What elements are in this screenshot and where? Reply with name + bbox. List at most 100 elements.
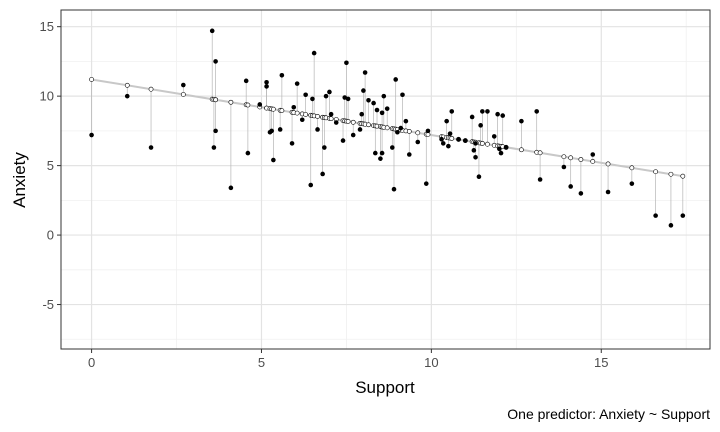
data-point [476, 174, 482, 180]
data-point [209, 28, 215, 34]
data-point [497, 146, 502, 152]
fitted-point [315, 114, 320, 119]
data-point [439, 136, 444, 142]
data-point [425, 128, 431, 134]
data-point [257, 102, 263, 107]
fitted-point [366, 122, 371, 128]
y-tick-label: 10 [40, 89, 54, 104]
data-point [322, 145, 327, 150]
fitted-point [148, 86, 154, 92]
data-point [345, 96, 351, 102]
major-gridlines [61, 10, 710, 349]
x-tick-label: 0 [88, 355, 95, 370]
data-point [269, 128, 274, 134]
data-point [228, 185, 234, 191]
data-point [303, 92, 308, 98]
fitted-point [653, 169, 659, 175]
fitted-point [89, 77, 94, 82]
data-point [653, 213, 658, 218]
chart-caption: One predictor: Anxiety ~ Support [507, 406, 710, 422]
fitted-point [680, 173, 686, 179]
x-axis-ticks: 0 5 10 15 [88, 349, 609, 370]
data-point [373, 150, 378, 156]
data-point [568, 184, 573, 189]
data-point [327, 89, 332, 95]
data-point [148, 145, 154, 150]
y-tick-label: 5 [47, 158, 54, 173]
data-point [389, 145, 395, 150]
fitted-point [479, 140, 485, 146]
data-point [605, 189, 611, 195]
data-point [357, 127, 363, 132]
data-point [537, 177, 543, 182]
data-point [264, 84, 269, 89]
fitted-point [350, 119, 356, 125]
data-point [359, 111, 365, 117]
data-point [378, 156, 383, 161]
data-point [379, 110, 385, 116]
fitted-point [449, 135, 455, 141]
fitted-point [270, 106, 276, 112]
data-point [478, 123, 483, 128]
fitted-point [629, 165, 635, 171]
x-tick-label: 5 [258, 355, 265, 370]
data-point [503, 145, 509, 150]
data-point [264, 79, 269, 85]
data-point [473, 141, 478, 146]
data-point [340, 138, 346, 143]
data-point [500, 113, 506, 118]
data-point [243, 78, 249, 84]
fitted-point [668, 171, 674, 177]
data-point [391, 186, 397, 192]
data-point [629, 181, 635, 186]
data-point [398, 125, 404, 131]
data-point [323, 93, 329, 99]
data-point [668, 223, 674, 228]
plot-panel-border [60, 9, 711, 350]
fitted-point [303, 112, 309, 117]
y-axis-ticks: -5 0 5 10 15 [40, 19, 61, 312]
data-point [415, 139, 421, 145]
fitted-point [568, 155, 574, 161]
data-point [124, 93, 130, 99]
data-point [181, 82, 186, 88]
fitted-point [578, 157, 584, 162]
x-tick-label: 15 [594, 355, 608, 370]
y-axis-title: Anxiety [10, 152, 29, 208]
data-point [291, 104, 297, 110]
data-point [299, 117, 305, 123]
data-point [471, 148, 477, 153]
y-tick-label: -5 [42, 297, 54, 312]
data-point [393, 77, 398, 82]
data-point [498, 150, 504, 156]
data-point [534, 109, 540, 114]
y-tick-label: 15 [40, 19, 54, 34]
data-point [491, 134, 497, 139]
data-point [271, 157, 276, 163]
data-point [440, 141, 446, 146]
data-point [211, 145, 217, 150]
fitted-point [519, 147, 524, 153]
data-point [590, 152, 596, 157]
data-point [463, 138, 468, 143]
data-point [406, 152, 412, 157]
data-point [485, 109, 490, 114]
fitted-point [180, 92, 186, 97]
data-point [578, 191, 584, 196]
y-tick-label: 0 [47, 228, 54, 243]
data-point [381, 93, 387, 99]
data-point [213, 59, 218, 64]
x-axis-title: Support [355, 378, 415, 397]
data-point [289, 141, 295, 146]
data-point [315, 127, 320, 132]
data-point [310, 96, 315, 102]
data-point [366, 98, 371, 103]
data-point [473, 154, 478, 160]
data-point [400, 92, 405, 98]
data-point [328, 111, 334, 117]
fitted-point [279, 108, 285, 113]
data-point [561, 164, 567, 170]
fitted-point [384, 125, 390, 131]
data-point [362, 70, 368, 75]
